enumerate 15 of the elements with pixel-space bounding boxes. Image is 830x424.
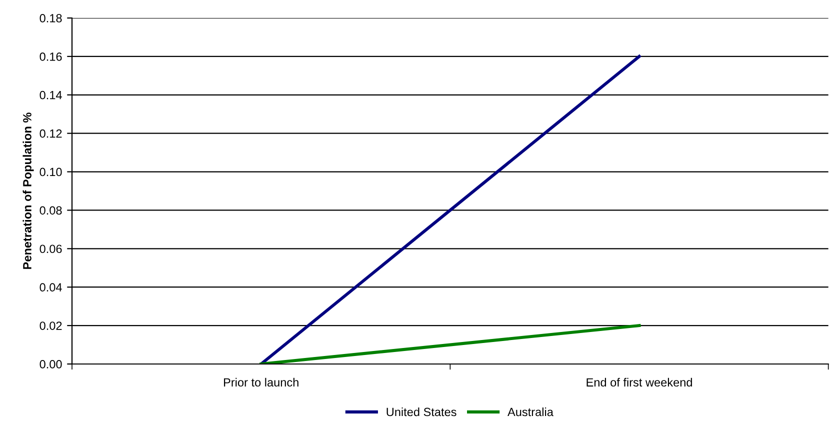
y-tick-label: 0.00 bbox=[40, 360, 62, 368]
y-tick-label: 0.08 bbox=[40, 206, 62, 215]
x-tick-label: Prior to launch bbox=[224, 378, 298, 387]
y-tick-label: 0.14 bbox=[40, 90, 62, 100]
legend-label: Australia bbox=[508, 407, 554, 416]
legend-label: United States bbox=[386, 407, 456, 416]
y-tick-label: 0.18 bbox=[40, 14, 62, 22]
y-tick-label: 0.06 bbox=[40, 244, 62, 254]
y-tick-label: 0.10 bbox=[40, 168, 62, 176]
x-tick-label: End of first weekend bbox=[586, 378, 692, 387]
y-axis-title: Penetration of Population % bbox=[22, 112, 34, 269]
y-tick-label: 0.04 bbox=[40, 283, 62, 292]
y-tick-label: 0.02 bbox=[40, 322, 62, 330]
y-tick-label: 0.16 bbox=[40, 52, 62, 61]
y-tick-label: 0.12 bbox=[40, 129, 62, 138]
